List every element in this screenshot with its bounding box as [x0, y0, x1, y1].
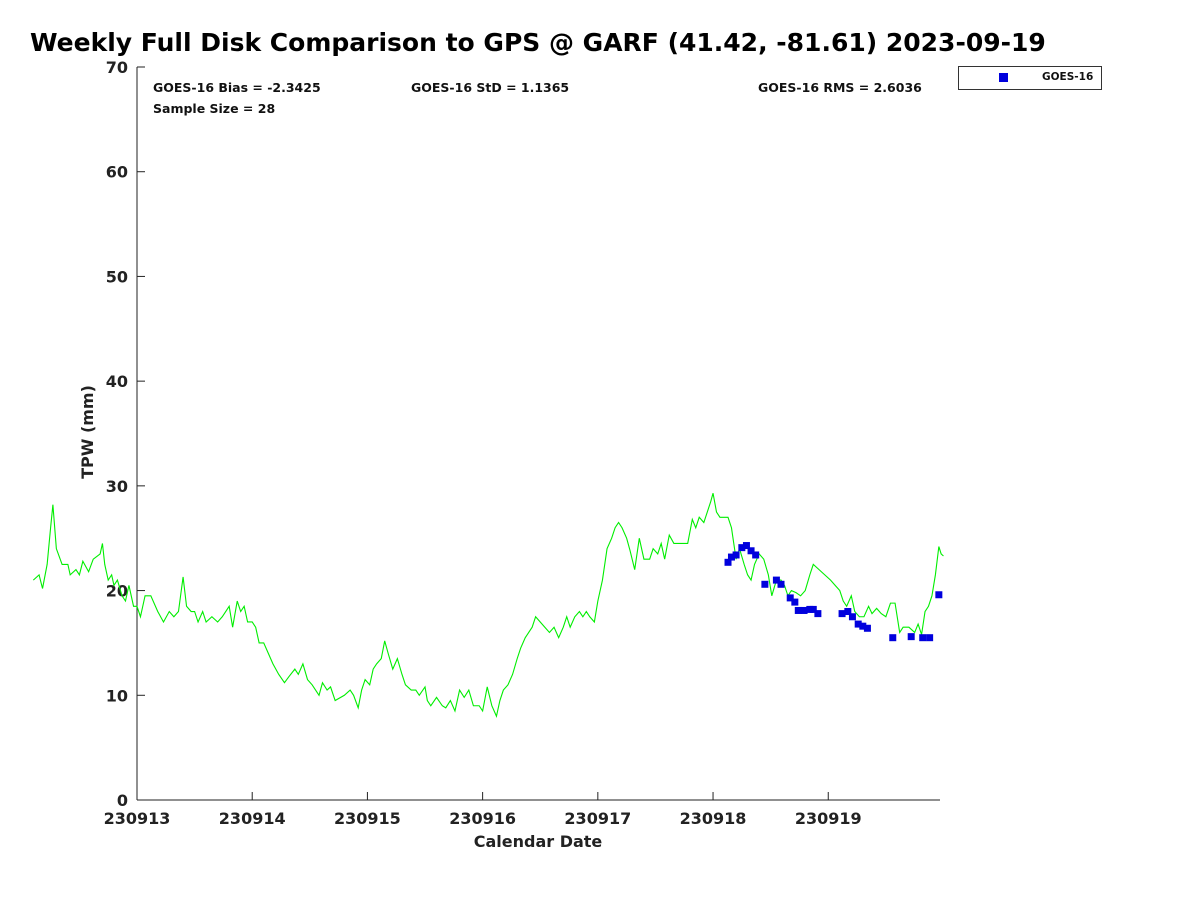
legend-marker [999, 73, 1008, 82]
goes16-point [777, 580, 785, 588]
goes16-point [859, 622, 867, 630]
std-stat: GOES-16 StD = 1.1365 [411, 80, 570, 95]
rms-stat: GOES-16 RMS = 2.6036 [758, 80, 922, 95]
x-tick-label: 230913 [104, 809, 171, 828]
chart-title: Weekly Full Disk Comparison to GPS @ GAR… [30, 28, 1046, 57]
goes16-point [772, 576, 780, 584]
goes16-point [791, 598, 799, 606]
x-tick-label: 230917 [564, 809, 631, 828]
goes16-point [786, 594, 794, 602]
sample-size-stat: Sample Size = 28 [153, 101, 276, 116]
x-tick-label: 230919 [795, 809, 862, 828]
x-tick-label: 230916 [449, 809, 516, 828]
y-tick-label: 40 [106, 372, 128, 391]
goes16-point [854, 620, 862, 628]
y-axis-label: TPW (mm) [78, 385, 97, 479]
gps-tpw-line [32, 493, 944, 718]
goes16-point [761, 580, 769, 588]
goes16-point [727, 553, 735, 561]
goes16-point [838, 610, 846, 618]
goes16-point [809, 605, 817, 613]
goes16-point [800, 606, 808, 614]
goes16-point [935, 591, 943, 599]
goes16-point [848, 613, 856, 621]
goes16-point [907, 633, 915, 641]
goes16-point [814, 610, 822, 618]
y-tick-label: 60 [106, 163, 128, 182]
axes: 0 10 20 30 40 50 60 70 230913 230914 230915 230916 2… [104, 58, 940, 828]
legend: GOES-16 [958, 66, 1102, 90]
y-tick-label: 70 [106, 58, 128, 77]
goes16-point [752, 551, 760, 559]
x-tick-label: 230918 [680, 809, 747, 828]
goes16-point [742, 542, 750, 550]
y-tick-label: 20 [106, 582, 128, 601]
goes16-point [919, 634, 927, 642]
goes16-point [732, 551, 740, 559]
goes16-point [794, 606, 802, 614]
series-layer [32, 493, 944, 718]
goes16-point [747, 547, 755, 555]
legend-label: GOES-16 [1042, 71, 1094, 83]
goes16-point [724, 558, 732, 566]
x-axis-label: Calendar Date [474, 832, 603, 851]
goes16-point [844, 608, 852, 616]
y-tick-label: 0 [117, 791, 128, 810]
goes16-point [863, 624, 871, 632]
goes16-point [738, 544, 746, 552]
goes16-point [889, 634, 897, 642]
x-tick-label: 230915 [334, 809, 401, 828]
x-tick-label: 230914 [219, 809, 286, 828]
y-tick-label: 10 [106, 686, 128, 705]
y-tick-label: 50 [106, 267, 128, 286]
goes16-point [926, 634, 934, 642]
y-tick-label: 30 [106, 477, 128, 496]
bias-stat: GOES-16 Bias = -2.3425 [153, 80, 321, 95]
